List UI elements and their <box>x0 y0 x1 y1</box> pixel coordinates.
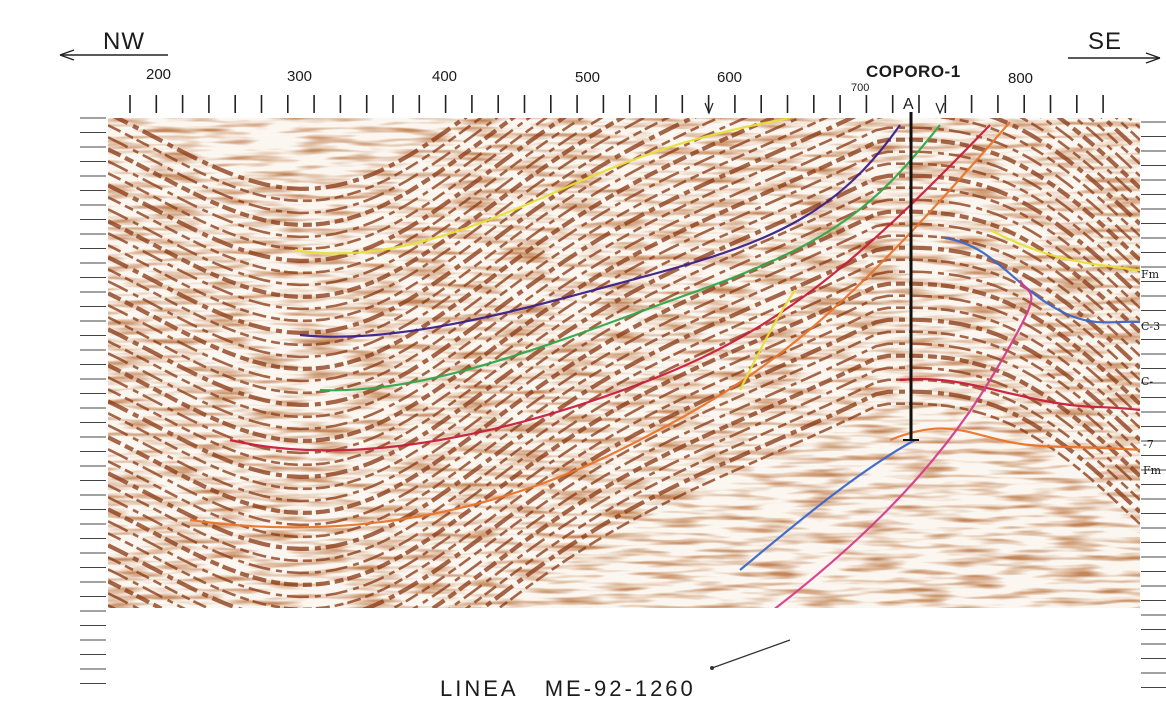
reflector-line <box>108 353 1140 608</box>
reflector-line <box>108 209 1140 516</box>
reflector-line <box>108 378 1140 608</box>
reflector-line <box>108 118 1140 323</box>
reflector-line <box>108 258 1140 563</box>
well-name-label: COPORO-1 <box>866 62 961 81</box>
orange-horizon-right <box>889 427 1140 452</box>
reflector-line <box>108 270 1140 575</box>
reflector-line <box>108 234 1140 539</box>
yellow-horizon <box>294 118 791 255</box>
reflector-line <box>108 186 1140 491</box>
reflector-line <box>108 173 1140 480</box>
reflector-line <box>108 366 1140 608</box>
left-tick-marks <box>80 117 106 685</box>
reflector-line <box>108 118 1140 419</box>
reflector-line <box>108 198 1140 503</box>
direction-label-nw: NW <box>103 28 145 55</box>
reflector-line <box>108 294 1140 599</box>
reflector-line <box>108 342 1140 608</box>
yellow-horizon-right <box>989 229 1140 272</box>
well-track <box>704 102 945 441</box>
purple-horizon-right <box>944 236 1140 324</box>
nw-arrow <box>59 49 168 61</box>
reflector-line <box>108 118 1140 359</box>
shotpoint-label-700: 700 <box>851 82 870 94</box>
red-horizon-right <box>899 377 1140 412</box>
shotpoint-label-300: 300 <box>287 68 313 85</box>
yellow-fault <box>739 289 796 391</box>
reflector-line <box>108 137 1140 444</box>
purple-horizon <box>299 124 901 338</box>
horizon-label-4: -7 <box>1143 438 1154 451</box>
reflector-line <box>108 150 1140 455</box>
well-marker-label: A <box>903 96 914 113</box>
shotpoint-label-200: 200 <box>146 66 172 83</box>
shotpoint-label-600: 600 <box>717 69 743 86</box>
reflector-group <box>108 118 1140 608</box>
reflector-line <box>479 389 1140 608</box>
red-horizon <box>229 124 991 452</box>
reflector-line <box>108 118 1140 408</box>
reflector-line <box>108 118 1140 395</box>
green-horizon <box>319 124 941 392</box>
reflector-line <box>108 118 1140 383</box>
top-tick-marks <box>129 95 1104 113</box>
reflector-line <box>108 118 568 264</box>
shotpoint-label-500: 500 <box>575 69 601 86</box>
reflector-line <box>108 118 532 239</box>
reflector-line <box>108 118 1140 336</box>
horizon-label-2: C-3 <box>1141 320 1161 333</box>
reflector-line <box>108 281 1140 588</box>
horizon-label-3: C- <box>1141 375 1154 388</box>
reflector-line <box>497 402 1140 608</box>
reflector-line <box>108 118 1140 347</box>
blue-fault <box>739 439 916 571</box>
reflector-line <box>108 306 1140 608</box>
reflector-line <box>108 245 1140 552</box>
reflector-line <box>108 118 1140 311</box>
shotpoint-label-400: 400 <box>432 68 458 85</box>
horizon-label-5: Fm <box>1143 464 1162 477</box>
reflector-line <box>108 126 1140 431</box>
reflector-line <box>108 330 1140 608</box>
horizon-group <box>189 118 1140 608</box>
seismic-panel <box>108 118 1140 608</box>
se-arrow <box>1068 52 1161 64</box>
reflector-line <box>108 118 604 287</box>
orange-horizon <box>189 121 1011 529</box>
reflector-line <box>108 317 1140 608</box>
reflector-line <box>112 118 468 192</box>
horizon-label-1: Fm <box>1141 268 1160 281</box>
reflector-line <box>108 118 1140 372</box>
annotation-line <box>710 639 791 670</box>
shotpoint-label-800: 800 <box>1008 70 1034 87</box>
magenta-fault <box>773 279 1033 608</box>
right-tick-marks <box>1141 121 1166 689</box>
reflector-line <box>108 118 499 215</box>
direction-label-se: SE <box>1088 28 1123 55</box>
reflector-line <box>108 222 1140 527</box>
seismic-line-title: LINEA ME-92-1260 <box>440 676 696 701</box>
